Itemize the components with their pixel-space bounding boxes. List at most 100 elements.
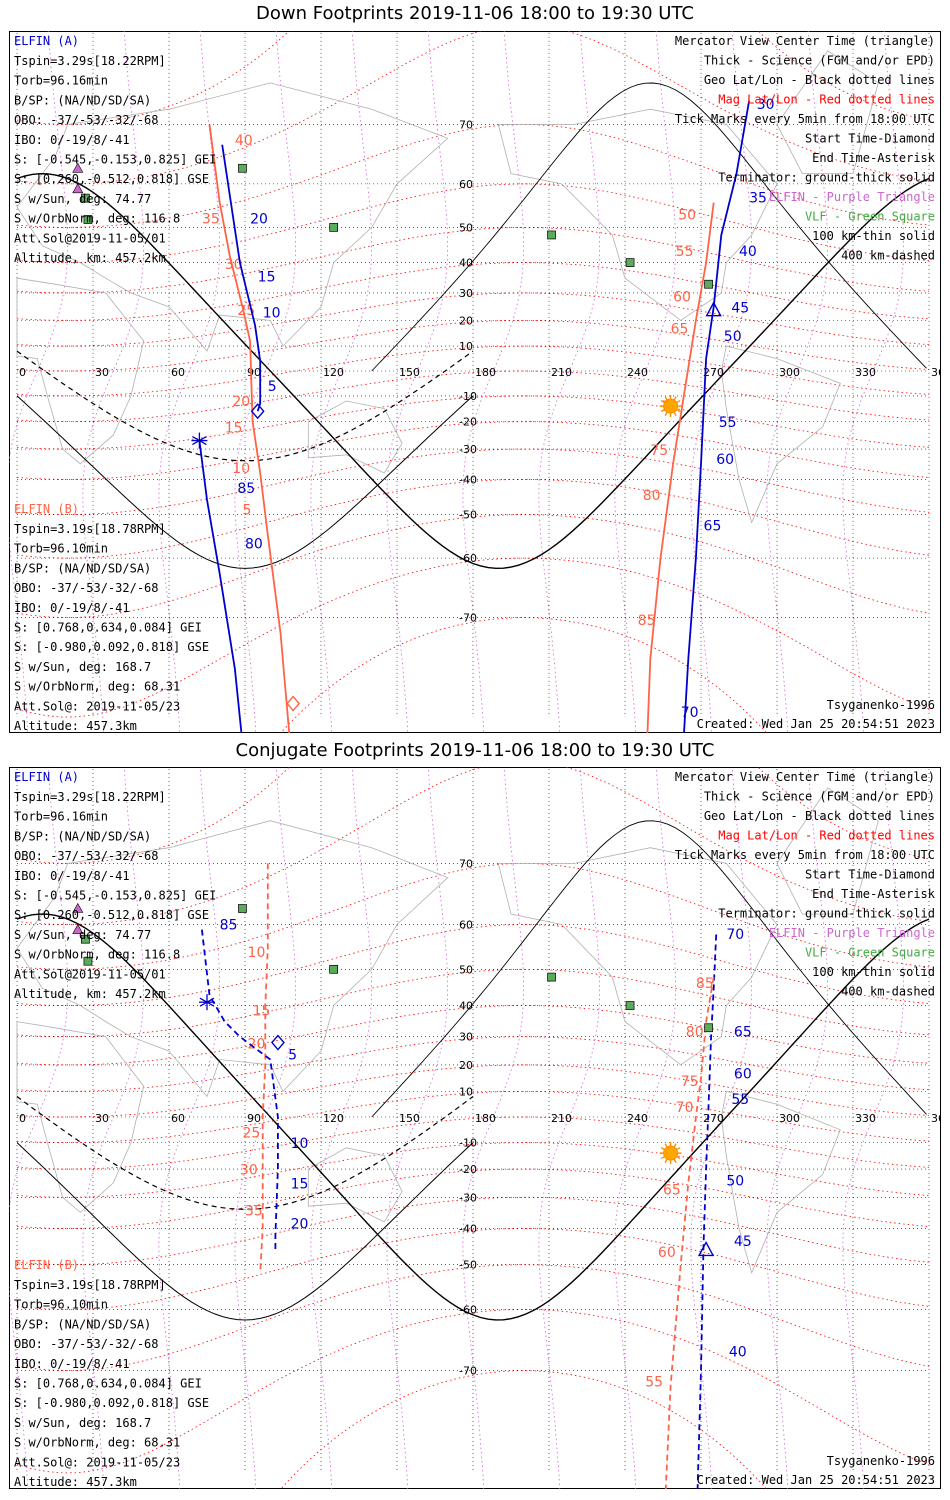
elfin-a-line: OBO: -37/-53/-32/-68 (14, 849, 159, 863)
track-line (201, 929, 279, 1254)
track-tick-label: 30 (225, 257, 243, 273)
lat-tick-label: 50 (459, 221, 473, 234)
elfin-b-line: Altitude: 457.3km (14, 1475, 137, 1489)
elfin-b-line: Att.Sol@: 2019-11-05/23 (14, 699, 180, 713)
elfin-b-info: ELFIN (B) Tspin=3.19s[18.78RPM] Torb=96.10… (14, 502, 209, 733)
legend-entry: Geo Lat/Lon - Black dotted lines (704, 809, 935, 823)
lon-tick-label: 300 (779, 1112, 800, 1125)
elfin-a-line: S: [-0.545,-0.153,0.825] GEI (14, 153, 216, 167)
legend-entry: Mag Lat/Lon - Red dotted lines (718, 829, 935, 843)
mag-lat-line (16, 31, 930, 125)
track-tick-label: 75 (650, 443, 668, 459)
lat-tick-label: -20 (459, 1163, 477, 1176)
lat-tick-label: 50 (459, 963, 473, 976)
vlf-square (83, 956, 93, 966)
vlf-square (238, 904, 247, 913)
lat-tick-label: -20 (459, 416, 477, 429)
legend-entry: 100 km-thin solid (812, 229, 935, 243)
mag-lat-line (16, 1309, 930, 1474)
track-line (683, 100, 750, 733)
track-tick-label: 50 (726, 1174, 744, 1190)
track-tick-label: 15 (253, 1003, 271, 1019)
elfin-purple-triangle (72, 162, 84, 173)
lat-tick-label: 60 (459, 178, 473, 191)
lat-tick-label: 70 (459, 118, 473, 131)
lon-tick-label: 30 (95, 1112, 109, 1125)
lat-tick-label: -10 (459, 1137, 477, 1150)
track-tick-label: 65 (663, 1182, 681, 1198)
lat-tick-label: 10 (459, 340, 473, 353)
track-tick-label: 80 (643, 488, 661, 504)
lat-tick-label: -50 (459, 1259, 477, 1272)
panel-title-conjugate: Conjugate Footprints 2019-11-06 18:00 to… (235, 740, 715, 761)
created-timestamp: Created: Wed Jan 25 20:54:51 2023 (697, 1473, 935, 1487)
track-tick-label: 10 (248, 945, 266, 961)
lon-tick-label: 360 (931, 1112, 941, 1125)
elfin-a-header: ELFIN (A) (14, 770, 79, 784)
down-footprints-map: 0306090120150180210240270300330360706050… (9, 31, 941, 733)
elfin-b-header: ELFIN (B) (14, 502, 79, 516)
lat-tick-label: -40 (459, 1222, 477, 1235)
footprint-track: 10 15 20 25 30 35 (240, 863, 271, 1273)
mag-lat-line (16, 557, 930, 718)
lat-tick-label: -60 (459, 1303, 477, 1316)
legend-entry: VLF - Green Square (805, 946, 935, 960)
elfin-a-line: S: [0.260,-0.512,0.818] GSE (14, 908, 209, 922)
sun-icon (659, 395, 682, 418)
mag-lat-line (16, 1264, 930, 1372)
terminator-100km (16, 1142, 474, 1321)
track-tick-label: 60 (716, 452, 734, 468)
track-tick-label: 5 (242, 503, 251, 519)
elfin-b-line: S: [-0.980,0.092,0.818] GSE (14, 1396, 209, 1410)
track-tick-label: 45 (734, 1234, 752, 1250)
created-timestamp: Created: Wed Jan 25 20:54:51 2023 (697, 717, 935, 731)
legend: Mercator View Center Time (triangle) Thic… (675, 34, 936, 263)
elfin-a-info: ELFIN (A) Tspin=3.29s[18.22RPM] Torb=96.16… (14, 770, 216, 1001)
end-asterisk (199, 994, 215, 1011)
lon-tick-label: 0 (19, 366, 26, 379)
elfin-a-info: ELFIN (A) Tspin=3.29s[18.22RPM] Torb=96.16… (14, 34, 216, 265)
model-name: Tsyganenko-1996 (827, 1454, 935, 1468)
track-tick-label: 20 (250, 211, 268, 227)
end-asterisk (191, 432, 208, 449)
elfin-a-line: S w/Sun, deg: 74.77 (14, 928, 151, 942)
lon-tick-label: 60 (171, 1112, 185, 1125)
footprint-track: 70 65 60 55 50 45 40 (696, 927, 752, 1489)
track-tick-label: 85 (237, 481, 255, 497)
lon-tick-label: 90 (247, 1112, 261, 1125)
track-line (221, 144, 262, 412)
lat-tick-label: 20 (459, 314, 473, 327)
vlf-square (83, 215, 93, 224)
lon-tick-label: 90 (247, 366, 261, 379)
legend-entry: ELFIN - Purple Triangle (769, 926, 935, 940)
mag-lat-line (16, 767, 930, 864)
legend-entry: Mag Lat/Lon - Red dotted lines (718, 93, 935, 107)
terminator-100km-east (371, 82, 927, 372)
lon-tick-label: 120 (323, 1112, 344, 1125)
track-tick-label: 15 (225, 420, 243, 436)
elfin-b-line: OBO: -37/-53/-32/-68 (14, 1337, 159, 1351)
lon-tick-label: 30 (95, 366, 109, 379)
vlf-square (329, 964, 339, 974)
elfin-b-line: S: [-0.980,0.092,0.818] GSE (14, 640, 209, 654)
mag-lat-line (16, 1228, 930, 1310)
track-tick-label: 40 (739, 244, 757, 260)
model-name: Tsyganenko-1996 (827, 698, 935, 712)
track-tick-label: 55 (731, 1092, 749, 1108)
lat-tick-label: -30 (459, 443, 477, 456)
lat-tick-label: -60 (459, 552, 477, 565)
legend-entry: Terminator: ground-thick solid (718, 907, 935, 921)
footprint-track: 85 5 10 15 20 (199, 918, 308, 1254)
track-line (646, 202, 715, 733)
mag-lat-line (280, 1370, 768, 1489)
elfin-a-line: Altitude, km: 457.2km (14, 987, 166, 1001)
legend-entry: Thick - Science (FGM and/or EPD) (704, 54, 935, 68)
view-center-triangle (697, 1240, 715, 1257)
sun-disk (663, 1145, 679, 1161)
continent-outline (720, 1090, 841, 1275)
terminator-400km (16, 1096, 474, 1210)
legend-entry: 100 km-thin solid (812, 965, 935, 979)
mag-lat-line (16, 924, 930, 1006)
legend-entry: ELFIN - Purple Triangle (769, 190, 935, 204)
vlf-square (547, 230, 556, 240)
